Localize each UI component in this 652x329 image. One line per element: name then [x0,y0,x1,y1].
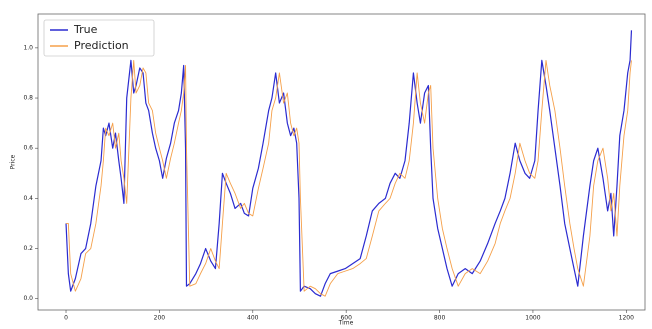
legend-box [43,19,155,57]
x-tick-label: 400 [247,315,259,322]
y-tick-label: 0.0 [23,295,33,302]
y-tick-label: 1.0 [23,44,33,51]
y-axis-label: Price [10,154,17,169]
plot-frame [37,13,646,311]
y-tick-label: 0.8 [23,95,33,102]
x-tick-label: 800 [434,315,446,322]
x-axis-label: Time [338,320,354,327]
y-tick-label: 0.4 [23,195,33,202]
legend-label: Prediction [74,39,129,52]
legend-label: True [73,23,98,36]
series-line [65,30,633,297]
x-tick-label: 600 [340,315,352,322]
x-tick-label: 0 [64,315,68,322]
series-line [66,59,632,297]
y-tick-label: 0.6 [23,145,33,152]
x-tick-label: 1000 [525,315,540,322]
x-tick-label: 1200 [619,315,634,322]
y-tick-label: 0.2 [23,245,33,252]
x-tick-label: 200 [154,315,166,322]
